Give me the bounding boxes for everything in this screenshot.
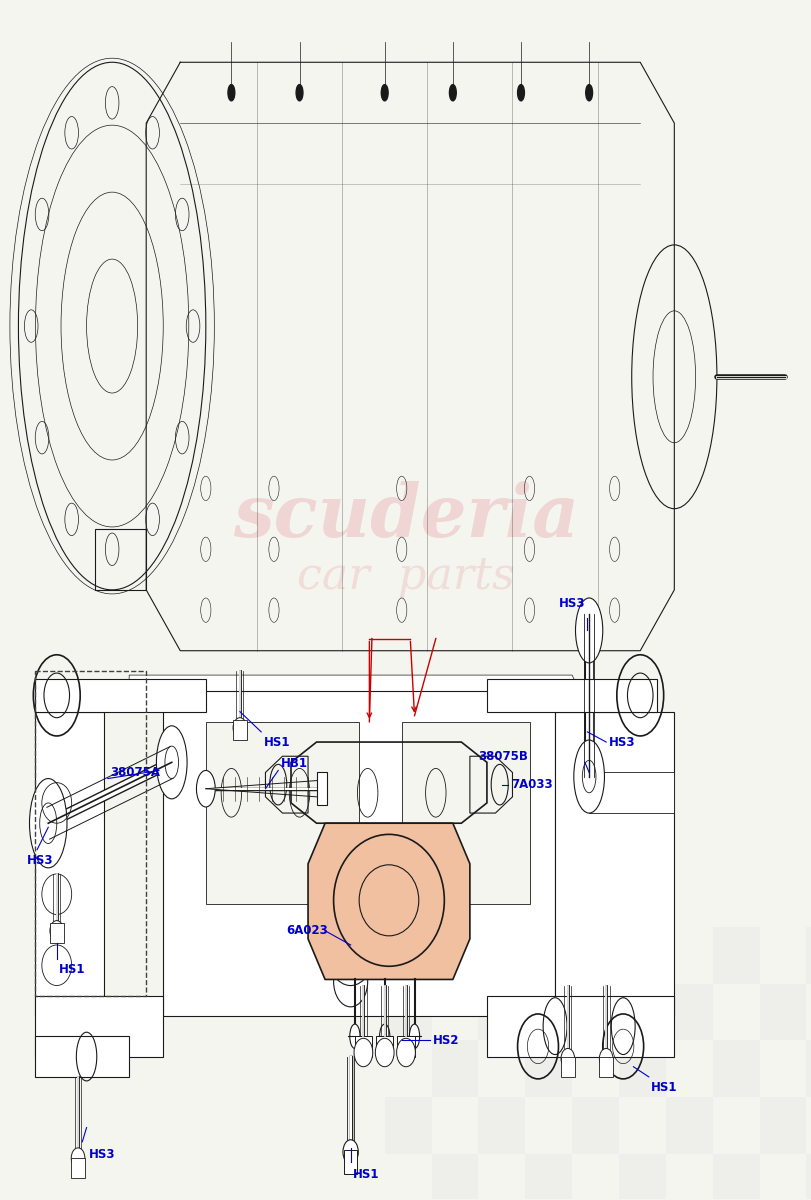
Ellipse shape (342, 1140, 358, 1164)
Bar (599, 1056, 612, 1076)
Bar (525, 926, 572, 984)
Bar (618, 1040, 665, 1097)
Polygon shape (129, 676, 589, 712)
Text: HS3: HS3 (27, 853, 54, 866)
Polygon shape (36, 712, 104, 1016)
Circle shape (379, 1024, 389, 1049)
Circle shape (157, 726, 187, 799)
Text: 38075B: 38075B (478, 750, 528, 763)
Ellipse shape (354, 1038, 372, 1067)
Ellipse shape (233, 718, 247, 738)
Ellipse shape (375, 1038, 393, 1067)
Ellipse shape (71, 1148, 85, 1168)
Ellipse shape (560, 1049, 574, 1069)
Bar (665, 1097, 712, 1154)
Bar (758, 984, 805, 1040)
Bar (354, 1037, 371, 1056)
Circle shape (29, 779, 67, 868)
Text: scuderia: scuderia (233, 481, 578, 552)
Circle shape (517, 84, 524, 101)
Bar (805, 1154, 811, 1200)
Bar (343, 1150, 357, 1175)
Bar (384, 1097, 431, 1154)
Circle shape (296, 84, 303, 101)
Text: HS1: HS1 (264, 736, 290, 749)
Bar (572, 1097, 618, 1154)
Polygon shape (401, 721, 529, 905)
Ellipse shape (196, 770, 215, 806)
Text: car  parts: car parts (297, 554, 514, 598)
Polygon shape (307, 823, 470, 979)
Circle shape (449, 84, 456, 101)
Bar (431, 1154, 478, 1200)
Bar (618, 926, 665, 984)
Bar (431, 1040, 478, 1097)
Bar (712, 1040, 758, 1097)
Bar (665, 984, 712, 1040)
Bar (805, 926, 811, 984)
Polygon shape (163, 691, 555, 1016)
Bar (525, 1154, 572, 1200)
Text: HS1: HS1 (59, 964, 86, 977)
Bar (375, 1037, 393, 1056)
Ellipse shape (396, 1038, 415, 1067)
Polygon shape (36, 996, 163, 1056)
Bar (525, 1040, 572, 1097)
Bar (758, 1097, 805, 1154)
Bar (805, 1040, 811, 1097)
Polygon shape (487, 996, 673, 1056)
Text: HS3: HS3 (89, 1148, 115, 1160)
Circle shape (575, 598, 602, 662)
Circle shape (573, 740, 603, 814)
Text: HS3: HS3 (559, 598, 585, 610)
Polygon shape (555, 712, 673, 1016)
Polygon shape (36, 679, 205, 712)
Polygon shape (487, 679, 656, 712)
Bar (431, 926, 478, 984)
Text: 6A023: 6A023 (286, 924, 328, 937)
Bar (50, 923, 63, 943)
Circle shape (409, 1024, 419, 1049)
Polygon shape (205, 721, 358, 905)
Bar (478, 1097, 525, 1154)
Bar (478, 984, 525, 1040)
Bar (233, 720, 247, 740)
Bar (397, 1037, 414, 1056)
Ellipse shape (599, 1049, 612, 1069)
Ellipse shape (50, 920, 63, 941)
Bar (572, 984, 618, 1040)
Bar (71, 1158, 85, 1178)
Text: HS2: HS2 (432, 1034, 458, 1046)
Text: 7A033: 7A033 (510, 778, 551, 791)
Polygon shape (36, 1037, 129, 1076)
Text: HS1: HS1 (650, 1081, 677, 1094)
Circle shape (228, 84, 234, 101)
Text: HS3: HS3 (608, 736, 634, 749)
Circle shape (350, 1024, 359, 1049)
Bar (384, 984, 431, 1040)
Bar (560, 1056, 574, 1076)
Bar (712, 1154, 758, 1200)
Text: HB1: HB1 (281, 757, 307, 770)
Bar (712, 926, 758, 984)
Bar (316, 773, 326, 805)
Text: 38075A: 38075A (110, 766, 161, 779)
Circle shape (585, 84, 592, 101)
Circle shape (381, 84, 388, 101)
Bar (618, 1154, 665, 1200)
Polygon shape (589, 773, 673, 814)
Text: HS1: HS1 (353, 1168, 380, 1181)
